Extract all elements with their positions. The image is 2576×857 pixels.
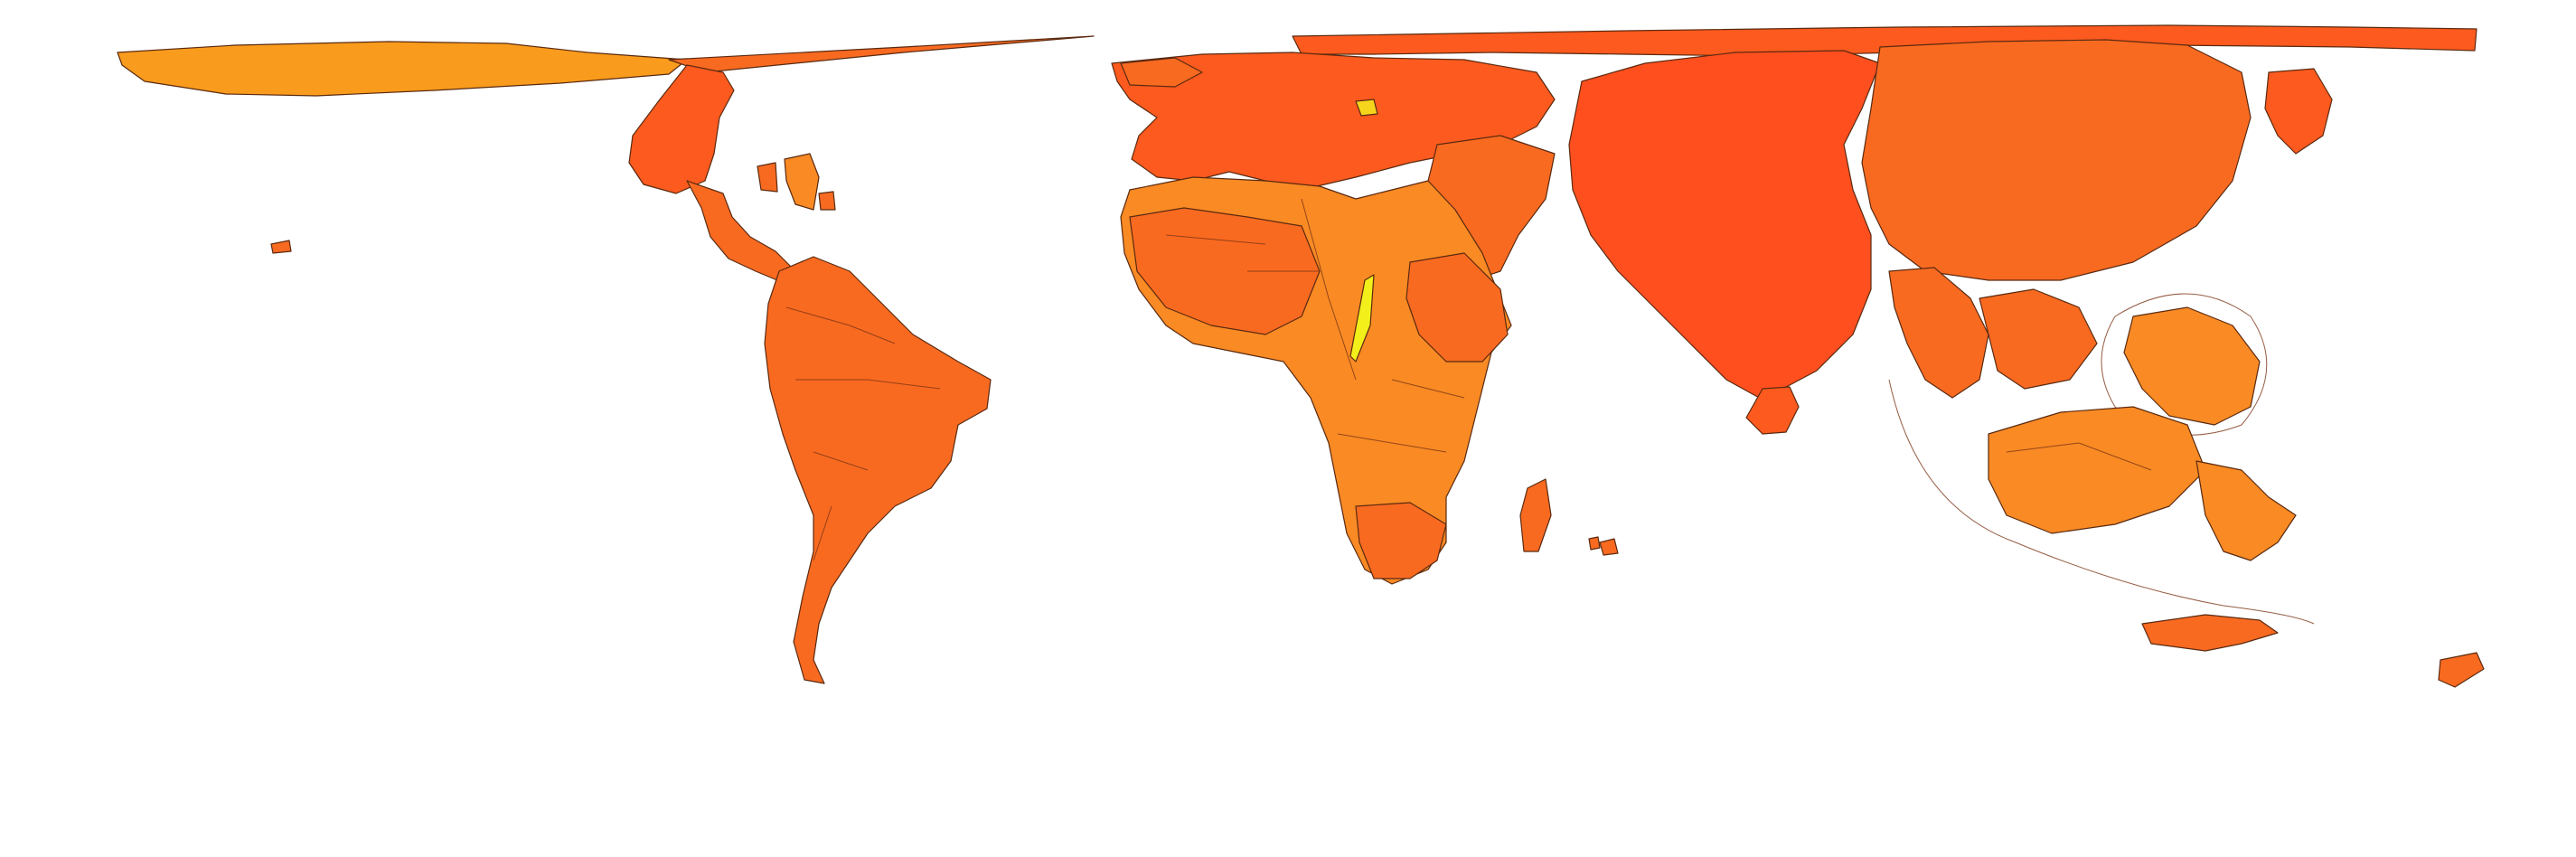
uk-region (1120, 57, 1203, 88)
indonesia-arc (1888, 379, 2315, 625)
japan-region (2264, 68, 2333, 155)
south-asia-region (1568, 50, 1881, 400)
papua-region (2195, 460, 2297, 561)
philippines-region (2123, 306, 2261, 426)
europe-yellow-region (1355, 99, 1378, 117)
east-asia-region (1861, 39, 2252, 281)
caribbean-region (784, 153, 820, 211)
southeast-asia-region (1888, 267, 1989, 399)
indochina-region (1979, 288, 2098, 390)
atlantic-island-region (1599, 538, 1619, 556)
greenland-region (117, 41, 688, 97)
australia-region (2141, 614, 2279, 652)
cuba-region (757, 162, 778, 193)
east-africa-region (1406, 252, 1509, 363)
madagascar-region (1519, 478, 1552, 552)
jamaica-region (818, 191, 836, 211)
arctic-tail-region (668, 35, 1095, 73)
sri-lanka-region (1745, 386, 1800, 435)
west-africa-region (1129, 207, 1321, 335)
south-america-region (764, 256, 992, 684)
philippines-ring (2101, 293, 2268, 436)
africa-yellow-strip (1349, 274, 1375, 363)
new-zealand-region (2438, 652, 2485, 688)
south-america-borders (785, 306, 941, 561)
africa-borders (1165, 198, 1465, 453)
indonesia-region (1988, 406, 2206, 534)
pacific-island-region (270, 240, 292, 254)
central-america-region (686, 180, 793, 281)
north-america-region (628, 64, 735, 194)
southern-africa-region (1355, 502, 1447, 579)
indonesia-borders (2006, 442, 2152, 471)
indian-ocean-island-region (1588, 536, 1601, 551)
